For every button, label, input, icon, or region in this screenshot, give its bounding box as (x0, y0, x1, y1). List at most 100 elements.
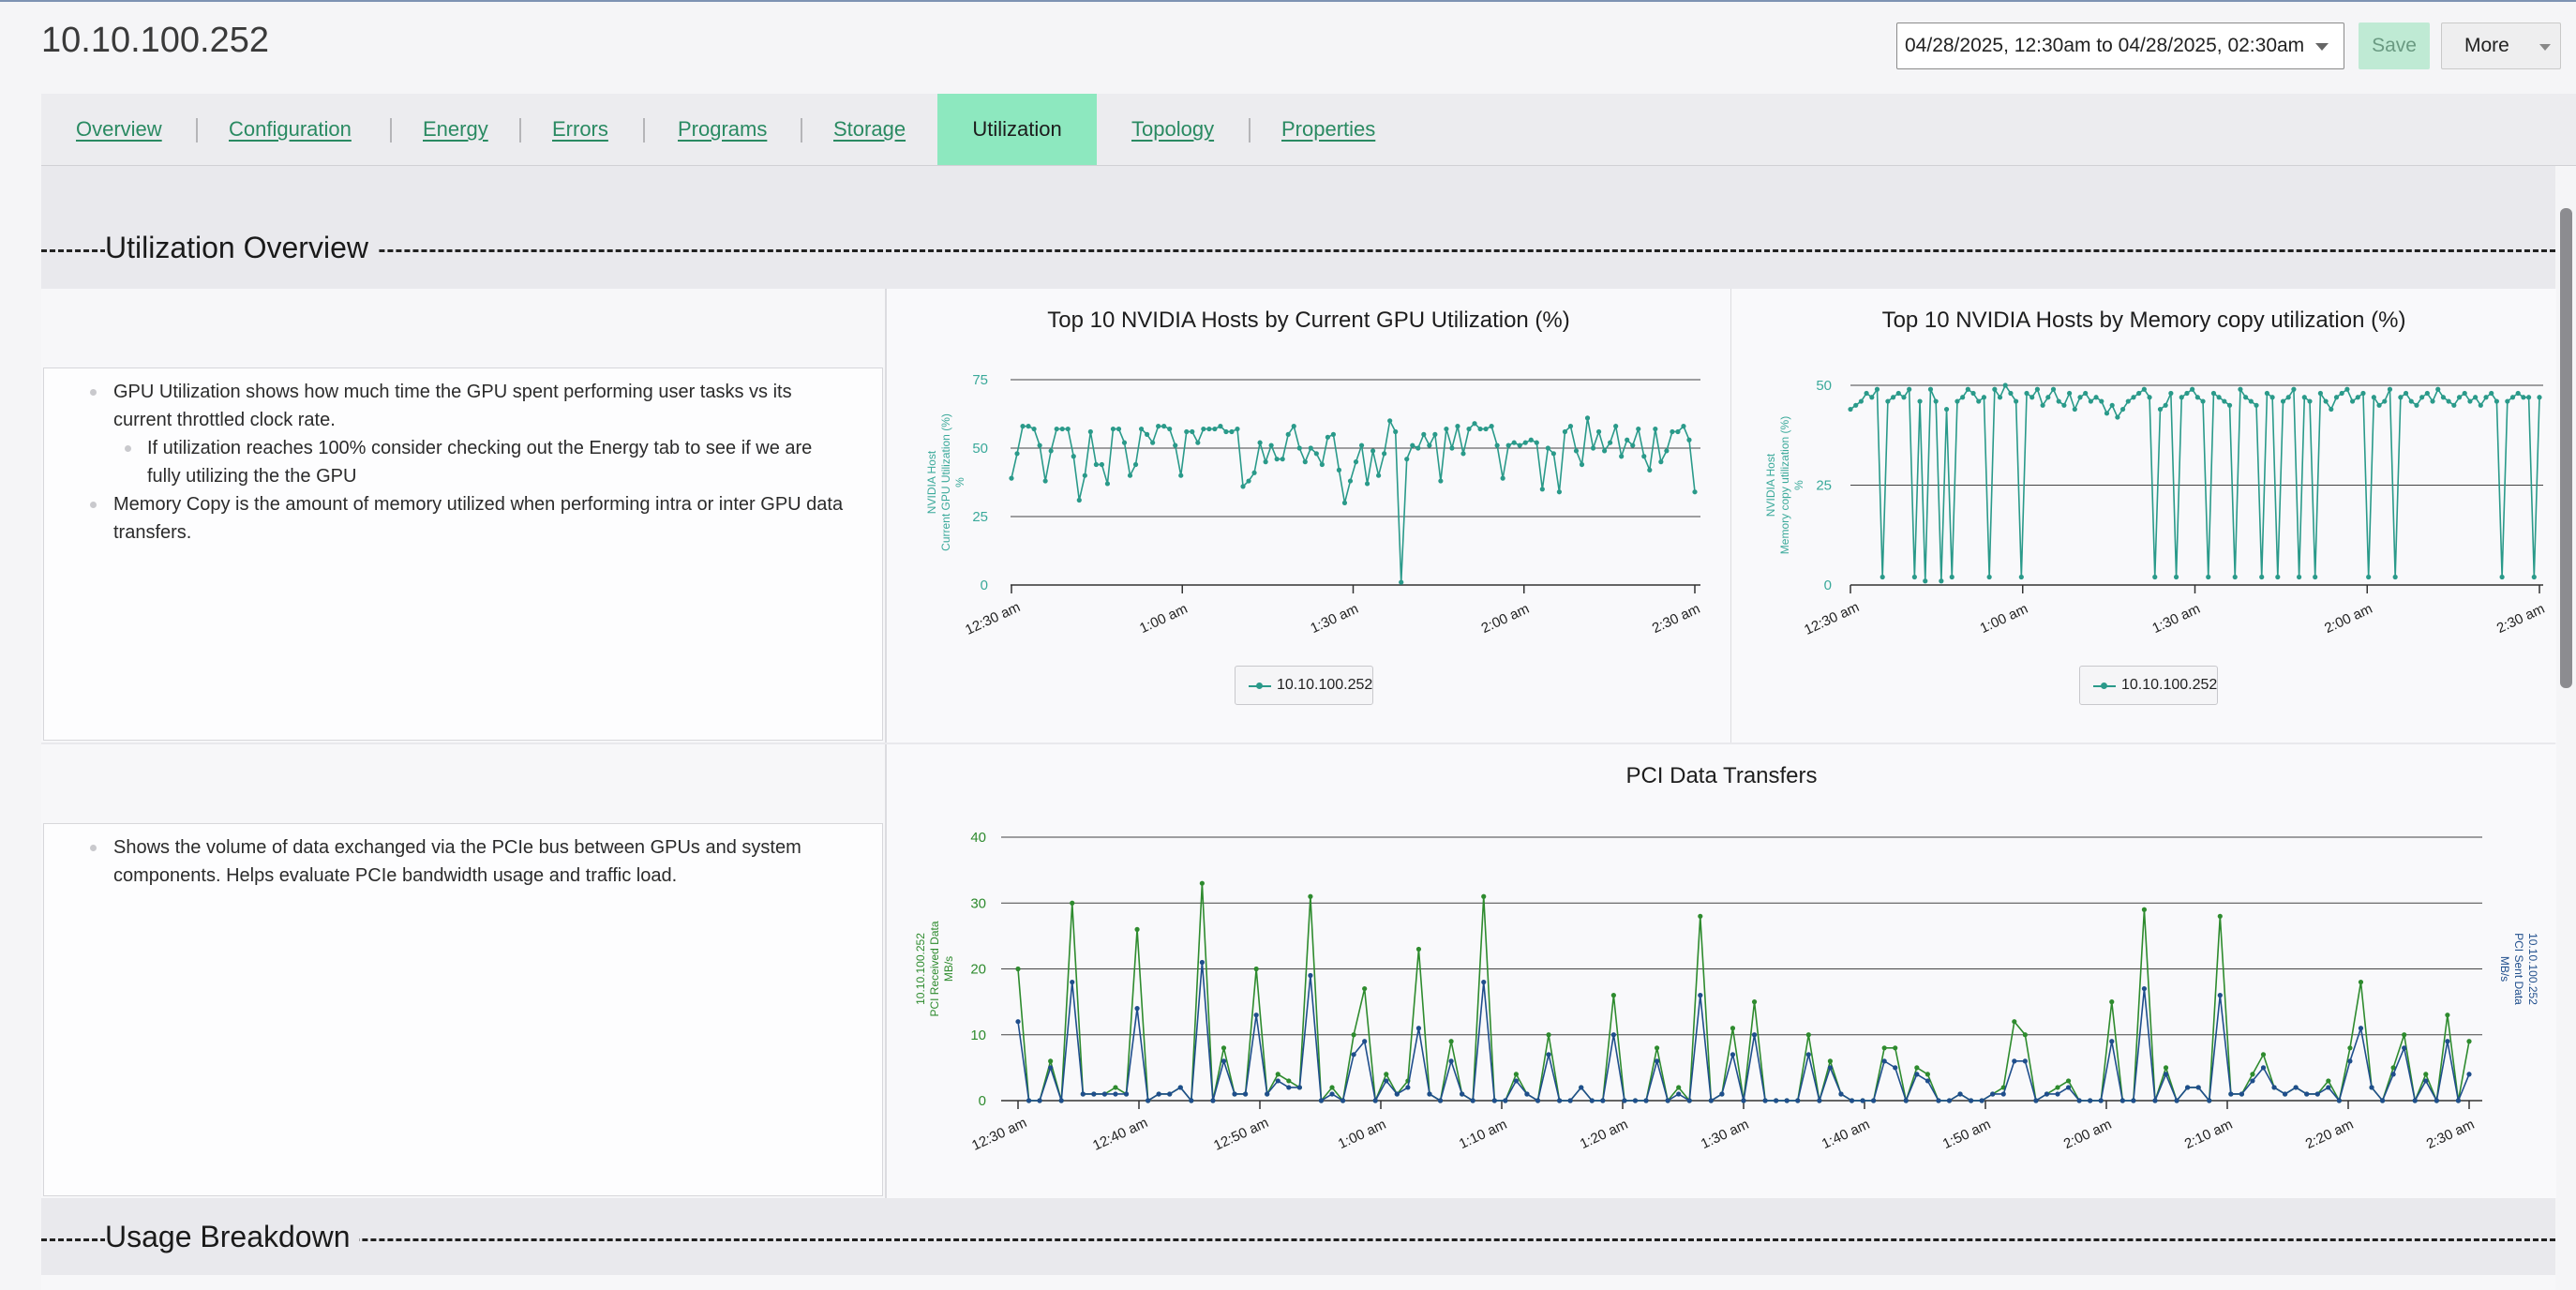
data-point (1595, 428, 1602, 435)
pci-data-transfers-chart: 0 10 20 30 40 12:30 am 12:40 am 12:50 am 1:00 am… (914, 830, 2539, 1154)
data-point (2088, 1098, 2093, 1103)
tab-properties[interactable]: Properties (1281, 117, 1376, 141)
tab-overview[interactable]: Overview (76, 117, 162, 141)
data-point (1622, 1098, 1627, 1103)
data-point (1048, 448, 1054, 454)
legend-dot-icon (2101, 682, 2107, 689)
data-point (2307, 398, 2313, 404)
data-point (1654, 1058, 1660, 1064)
chart-legend[interactable]: 10.10.100.252 (1235, 666, 1373, 705)
data-point (1827, 1065, 1834, 1071)
data-point (2451, 402, 2457, 408)
tab-utilization[interactable]: Utilization (937, 94, 1097, 165)
data-point (1082, 472, 1087, 478)
data-point (1885, 398, 1891, 404)
data-point (2466, 1039, 2472, 1044)
data-point (1444, 426, 1449, 432)
data-point (1505, 442, 1511, 448)
list-item: GPU Utilization shows how much time the … (44, 378, 882, 434)
usage-breakdown-panels (41, 1275, 2555, 1290)
data-point (1658, 459, 1664, 465)
data-point (1223, 428, 1229, 435)
data-point (2466, 1072, 2472, 1077)
tab-configuration[interactable]: Configuration (229, 117, 352, 141)
tab-energy[interactable]: Energy (423, 117, 488, 141)
data-point (1353, 459, 1359, 465)
data-point (1946, 1098, 1953, 1103)
date-range-select[interactable]: 04/28/2025, 12:30am to 04/28/2025, 02:30… (1896, 22, 2344, 69)
x-tick-label: 2:30 am (2494, 601, 2547, 637)
data-point (1550, 451, 1556, 457)
data-point (1579, 1085, 1584, 1090)
data-point (2304, 1091, 2310, 1097)
data-point (1242, 1091, 1249, 1097)
data-point (1923, 578, 1928, 584)
data-point (1268, 442, 1274, 448)
data-point (1600, 1098, 1606, 1103)
data-point (1893, 1045, 1898, 1051)
data-point (2190, 386, 2195, 392)
section-header-usage-breakdown: Usage Breakdown (41, 1201, 2555, 1274)
data-point (1054, 426, 1059, 432)
data-point (2376, 402, 2382, 408)
data-point (1221, 1045, 1227, 1051)
data-point (2018, 574, 2024, 580)
chart-legend[interactable]: 10.10.100.252 (2079, 666, 2218, 705)
data-point (1643, 1098, 1649, 1103)
data-point (2228, 1091, 2234, 1097)
data-point (2076, 1098, 2082, 1103)
data-point (2239, 1091, 2245, 1097)
tab-storage[interactable]: Storage (833, 117, 906, 141)
legend-dot-icon (1256, 682, 1263, 689)
tab-topology[interactable]: Topology (1131, 117, 1215, 141)
data-point (1229, 428, 1235, 435)
data-point (2024, 390, 2029, 397)
data-point (2034, 386, 2041, 392)
y-tick-label: 10 (970, 1028, 986, 1043)
data-point (2283, 1091, 2288, 1097)
data-point (2232, 574, 2238, 580)
tab-separator (643, 118, 645, 142)
data-point (1608, 440, 1613, 445)
save-button[interactable]: Save (2359, 22, 2430, 69)
tab-errors[interactable]: Errors (552, 117, 608, 141)
data-point (1127, 472, 1133, 478)
data-point (2366, 574, 2372, 580)
data-point (1404, 457, 1410, 462)
data-point (1329, 1085, 1335, 1090)
more-button[interactable]: More (2441, 22, 2561, 69)
data-point (1491, 1098, 1497, 1103)
data-point (1318, 1098, 1325, 1103)
data-point (1253, 1012, 1259, 1018)
tab-programs[interactable]: Programs (678, 117, 768, 141)
data-point (1730, 1052, 1736, 1058)
scrollbar-thumb[interactable] (2560, 208, 2572, 688)
data-point (1382, 451, 1387, 457)
data-point (1448, 1058, 1454, 1064)
data-point (1156, 1091, 1161, 1097)
data-point (1970, 390, 1976, 397)
data-point (2125, 398, 2131, 404)
data-point (2131, 395, 2136, 400)
data-point (2462, 390, 2467, 397)
data-point (1494, 442, 1500, 448)
x-tick-label: 2:30 am (2424, 1117, 2477, 1152)
data-point (1330, 431, 1337, 437)
data-point (2494, 398, 2500, 404)
data-point (1858, 398, 1864, 404)
data-point (1438, 478, 1444, 484)
data-point (2217, 993, 2223, 998)
data-point (2179, 395, 2184, 400)
data-point (1692, 489, 1698, 495)
data-point (2355, 395, 2360, 400)
data-point (1610, 993, 1616, 998)
data-point (1415, 946, 1422, 952)
data-point (1336, 467, 1342, 472)
tab-separator (390, 118, 392, 142)
data-point (1610, 1032, 1616, 1038)
y-axis-label-right: MB/s (2498, 956, 2511, 982)
data-point (1286, 1085, 1292, 1090)
data-point (1394, 1091, 1400, 1097)
data-point (2119, 1098, 2125, 1103)
data-point (1156, 424, 1161, 429)
